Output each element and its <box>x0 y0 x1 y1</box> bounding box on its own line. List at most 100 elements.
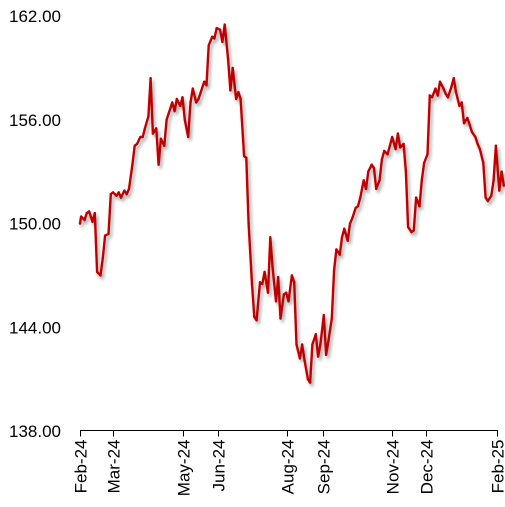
data-point <box>462 122 466 125</box>
data-point <box>434 87 437 90</box>
data-point <box>500 170 503 173</box>
data-point <box>482 161 485 165</box>
data-point <box>476 142 479 146</box>
data-point <box>386 153 389 156</box>
y-tick-label: 144.00 <box>9 318 61 337</box>
series-points <box>78 23 505 384</box>
data-point <box>247 222 250 225</box>
data-point <box>356 205 360 208</box>
data-point <box>348 222 352 225</box>
data-point <box>430 96 434 99</box>
data-point <box>119 196 123 199</box>
data-point <box>266 291 270 294</box>
data-point <box>444 92 447 96</box>
data-point <box>351 217 354 220</box>
data-point <box>135 142 139 146</box>
data-point <box>107 232 110 236</box>
data-point <box>308 381 312 384</box>
data-point <box>311 343 314 346</box>
data-point <box>478 147 482 151</box>
x-tick-label: Mar-24 <box>105 440 124 494</box>
data-point <box>271 265 274 268</box>
data-point <box>301 343 304 346</box>
series-line <box>78 23 505 384</box>
data-point <box>203 80 206 83</box>
x-tick-label: Nov-24 <box>384 440 403 495</box>
data-point <box>229 89 232 92</box>
data-point <box>221 40 224 44</box>
data-point <box>139 135 142 139</box>
data-point <box>261 282 264 286</box>
data-point <box>234 97 238 101</box>
x-tick-label: Sep-24 <box>315 440 334 495</box>
data-point <box>338 253 341 256</box>
data-point <box>322 313 325 317</box>
data-point <box>125 192 128 196</box>
data-point <box>131 163 134 166</box>
data-point <box>171 101 174 104</box>
data-point <box>165 118 168 122</box>
data-point <box>414 196 418 199</box>
data-point <box>316 355 320 358</box>
data-point <box>330 317 333 320</box>
data-point <box>95 270 99 274</box>
data-point <box>79 215 83 218</box>
data-point <box>239 97 242 101</box>
x-tick-label: May-24 <box>175 440 194 497</box>
data-point <box>99 274 102 277</box>
data-point <box>378 179 381 182</box>
data-point <box>141 135 144 139</box>
data-point <box>442 87 445 90</box>
data-point <box>245 156 248 159</box>
x-tick-label: Feb-25 <box>489 440 505 494</box>
data-point <box>494 144 498 147</box>
data-point <box>78 222 82 225</box>
data-point <box>404 170 408 173</box>
data-point <box>274 300 278 303</box>
data-point <box>396 132 400 135</box>
data-point <box>277 275 280 279</box>
data-point <box>402 142 405 146</box>
data-point <box>85 211 89 215</box>
data-point <box>147 115 150 118</box>
data-point <box>157 163 160 166</box>
data-point <box>237 90 240 94</box>
data-point <box>460 101 463 104</box>
data-point <box>133 144 136 147</box>
data-point <box>418 205 421 208</box>
data-point <box>343 227 346 230</box>
data-point <box>255 319 258 322</box>
data-point <box>399 146 402 149</box>
x-tick-label: Dec-24 <box>418 440 437 495</box>
data-point <box>295 343 298 346</box>
y-axis: 138.00 144.00 150.00 156.00 162.00 <box>9 7 61 441</box>
data-point <box>183 118 186 122</box>
data-point <box>492 179 495 182</box>
data-point <box>319 343 322 346</box>
data-point <box>446 96 450 99</box>
data-point <box>282 293 286 296</box>
data-point <box>127 187 131 191</box>
y-tick-label: 150.00 <box>9 215 61 234</box>
y-tick-label: 162.00 <box>9 7 61 26</box>
data-point <box>422 161 426 165</box>
data-point <box>298 357 302 360</box>
data-point <box>189 101 192 104</box>
data-point <box>218 28 222 31</box>
data-point <box>450 85 453 89</box>
data-point <box>167 111 171 115</box>
data-point <box>324 353 328 357</box>
data-point <box>191 87 194 90</box>
data-point <box>346 239 349 242</box>
data-point <box>327 339 330 343</box>
data-point <box>111 191 115 194</box>
data-point <box>87 210 91 213</box>
data-point <box>109 192 113 196</box>
data-point <box>101 256 105 260</box>
data-point <box>420 179 423 182</box>
data-point <box>391 135 394 139</box>
data-point <box>293 281 296 284</box>
data-point <box>151 132 155 135</box>
